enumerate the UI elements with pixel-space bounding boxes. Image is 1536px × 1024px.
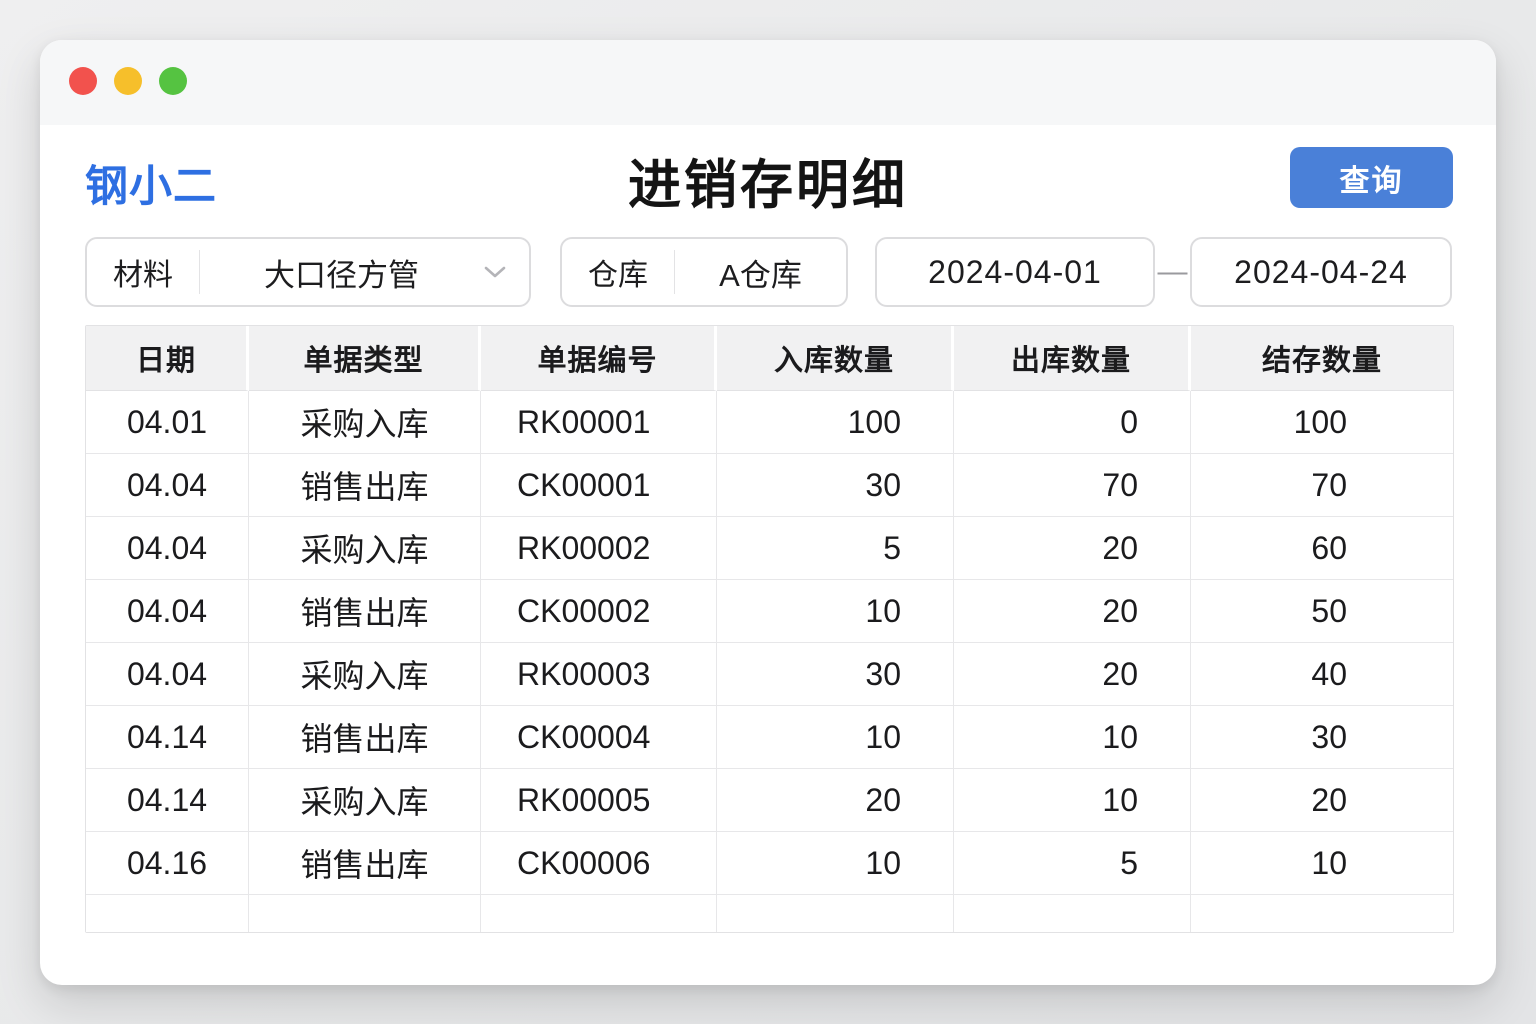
app-window: 钢小二 进销存明细 查询 材料 大口径方管 仓库 A仓库 2024-04-01 … <box>40 40 1496 985</box>
table-cell: 04.14 <box>86 769 249 832</box>
start-date-input[interactable]: 2024-04-01 <box>875 237 1155 307</box>
table-cell: 30 <box>717 643 954 706</box>
table-cell: CK00004 <box>481 706 717 769</box>
table-cell: 10 <box>954 769 1191 832</box>
table-cell: 50 <box>1191 580 1453 643</box>
end-date-input[interactable]: 2024-04-24 <box>1190 237 1452 307</box>
warehouse-select[interactable]: 仓库 A仓库 <box>560 237 848 307</box>
table-cell: 70 <box>954 454 1191 517</box>
column-header: 入库数量 <box>717 326 954 391</box>
table-row[interactable]: 04.14 采购入库 RK00005 20 10 20 <box>86 769 1453 832</box>
window-titlebar <box>40 40 1496 125</box>
table-cell: 10 <box>717 706 954 769</box>
end-date-value: 2024-04-24 <box>1234 253 1408 290</box>
table-cell-empty <box>86 895 249 932</box>
table-cell: 60 <box>1191 517 1453 580</box>
table-cell: 04.16 <box>86 832 249 895</box>
table-cell-empty <box>1191 895 1453 932</box>
table-cell: 20 <box>954 643 1191 706</box>
table-empty-row <box>86 895 1453 932</box>
chevron-down-icon <box>484 266 506 278</box>
table-cell: 0 <box>954 391 1191 454</box>
table-cell: 30 <box>1191 706 1453 769</box>
table-cell: 销售出库 <box>249 454 481 517</box>
table-cell: 5 <box>954 832 1191 895</box>
table-cell-empty <box>481 895 717 932</box>
table-row[interactable]: 04.04 采购入库 RK00002 5 20 60 <box>86 517 1453 580</box>
table-cell: 10 <box>1191 832 1453 895</box>
start-date-value: 2024-04-01 <box>928 253 1102 290</box>
material-label: 材料 <box>113 259 173 292</box>
table-cell: CK00001 <box>481 454 717 517</box>
date-range-separator: — <box>1157 255 1188 288</box>
table-cell: 100 <box>1191 391 1453 454</box>
material-selected-value: 大口径方管 <box>264 257 419 293</box>
column-header: 单据编号 <box>481 326 717 391</box>
table-cell: 04.04 <box>86 517 249 580</box>
table-cell-empty <box>717 895 954 932</box>
table-cell: 20 <box>717 769 954 832</box>
table-cell: 40 <box>1191 643 1453 706</box>
table-cell: CK00002 <box>481 580 717 643</box>
warehouse-selected-value: A仓库 <box>719 257 802 293</box>
table-cell: 10 <box>717 580 954 643</box>
column-header: 结存数量 <box>1191 326 1453 391</box>
table-cell-empty <box>954 895 1191 932</box>
table-cell: 采购入库 <box>249 769 481 832</box>
column-header: 出库数量 <box>954 326 1191 391</box>
table-cell: 销售出库 <box>249 832 481 895</box>
table-cell: RK00003 <box>481 643 717 706</box>
close-window-button[interactable] <box>69 67 97 95</box>
divider <box>674 250 675 294</box>
table-cell-empty <box>249 895 481 932</box>
column-header: 单据类型 <box>249 326 481 391</box>
table-row[interactable]: 04.14 销售出库 CK00004 10 10 30 <box>86 706 1453 769</box>
table-row[interactable]: 04.04 采购入库 RK00003 30 20 40 <box>86 643 1453 706</box>
table-cell: RK00001 <box>481 391 717 454</box>
column-header: 日期 <box>86 326 249 391</box>
table-row[interactable]: 04.01 采购入库 RK00001 100 0 100 <box>86 391 1453 454</box>
table-cell: 70 <box>1191 454 1453 517</box>
table-cell: 04.01 <box>86 391 249 454</box>
table-cell: 采购入库 <box>249 517 481 580</box>
table-cell: RK00002 <box>481 517 717 580</box>
table-cell: 04.14 <box>86 706 249 769</box>
table-cell: 采购入库 <box>249 643 481 706</box>
table-header-row: 日期 单据类型 单据编号 入库数量 出库数量 结存数量 <box>86 326 1453 391</box>
table-cell: 5 <box>717 517 954 580</box>
table-row[interactable]: 04.16 销售出库 CK00006 10 5 10 <box>86 832 1453 895</box>
table-cell: 采购入库 <box>249 391 481 454</box>
table-cell: CK00006 <box>481 832 717 895</box>
material-select[interactable]: 材料 大口径方管 <box>85 237 531 307</box>
table-cell: 10 <box>954 706 1191 769</box>
minimize-window-button[interactable] <box>114 67 142 95</box>
table-cell: RK00005 <box>481 769 717 832</box>
table-cell: 30 <box>717 454 954 517</box>
table-cell: 10 <box>717 832 954 895</box>
table-cell: 04.04 <box>86 454 249 517</box>
table-cell: 100 <box>717 391 954 454</box>
table-row[interactable]: 04.04 销售出库 CK00001 30 70 70 <box>86 454 1453 517</box>
warehouse-label: 仓库 <box>588 259 648 292</box>
app-logo[interactable]: 钢小二 <box>85 163 217 211</box>
table-cell: 04.04 <box>86 643 249 706</box>
divider <box>199 250 200 294</box>
query-button[interactable]: 查询 <box>1290 147 1453 208</box>
table-cell: 销售出库 <box>249 706 481 769</box>
page-title: 进销存明细 <box>628 156 908 215</box>
table-cell: 20 <box>954 517 1191 580</box>
maximize-window-button[interactable] <box>159 67 187 95</box>
table-cell: 销售出库 <box>249 580 481 643</box>
table-cell: 04.04 <box>86 580 249 643</box>
table-row[interactable]: 04.04 销售出库 CK00002 10 20 50 <box>86 580 1453 643</box>
inventory-table: 日期 单据类型 单据编号 入库数量 出库数量 结存数量 04.01 采购入库 RK00001 1… <box>85 325 1454 933</box>
table-cell: 20 <box>1191 769 1453 832</box>
table-cell: 20 <box>954 580 1191 643</box>
